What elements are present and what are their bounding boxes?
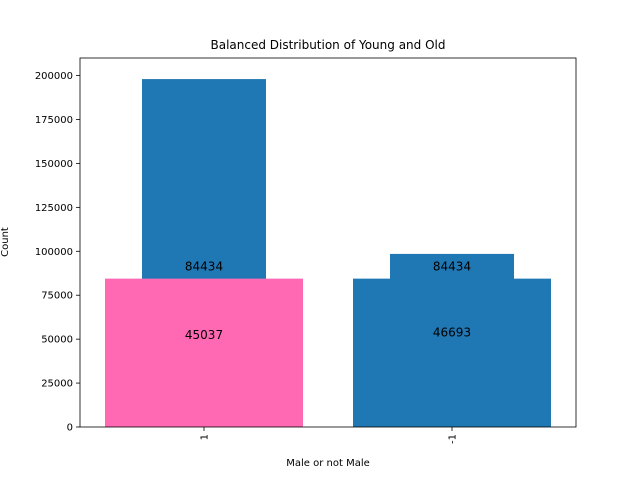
plot-frame bbox=[79, 57, 577, 428]
y-tick-label-4: 100000 bbox=[35, 247, 73, 258]
y-tick-label-1: 25000 bbox=[41, 379, 73, 390]
bar-data-label-0: 84434 bbox=[185, 260, 223, 274]
y-tick-label-5: 125000 bbox=[35, 203, 73, 214]
bar-data-label-1: 45037 bbox=[185, 328, 223, 342]
y-tick-label-2: 50000 bbox=[41, 335, 73, 346]
y-tick-label-6: 150000 bbox=[35, 159, 73, 170]
x-axis-label: Male or not Male bbox=[286, 458, 370, 469]
y-tick-label-8: 200000 bbox=[35, 71, 73, 82]
y-axis-label: Count bbox=[0, 227, 11, 257]
y-tick-label-7: 175000 bbox=[35, 115, 73, 126]
x-tick-label-1: -1 bbox=[448, 434, 459, 444]
x-tick-label-0: 1 bbox=[200, 434, 211, 440]
y-tick-label-3: 75000 bbox=[41, 291, 73, 302]
bar-data-label-2: 84434 bbox=[433, 260, 471, 274]
bar-series2-cat-0 bbox=[105, 278, 303, 427]
y-tick-label-0: 0 bbox=[67, 423, 73, 434]
chart-title: Balanced Distribution of Young and Old bbox=[210, 38, 445, 52]
bar-data-label-3: 46693 bbox=[433, 326, 471, 340]
bar-series2-cat-1 bbox=[353, 278, 551, 427]
